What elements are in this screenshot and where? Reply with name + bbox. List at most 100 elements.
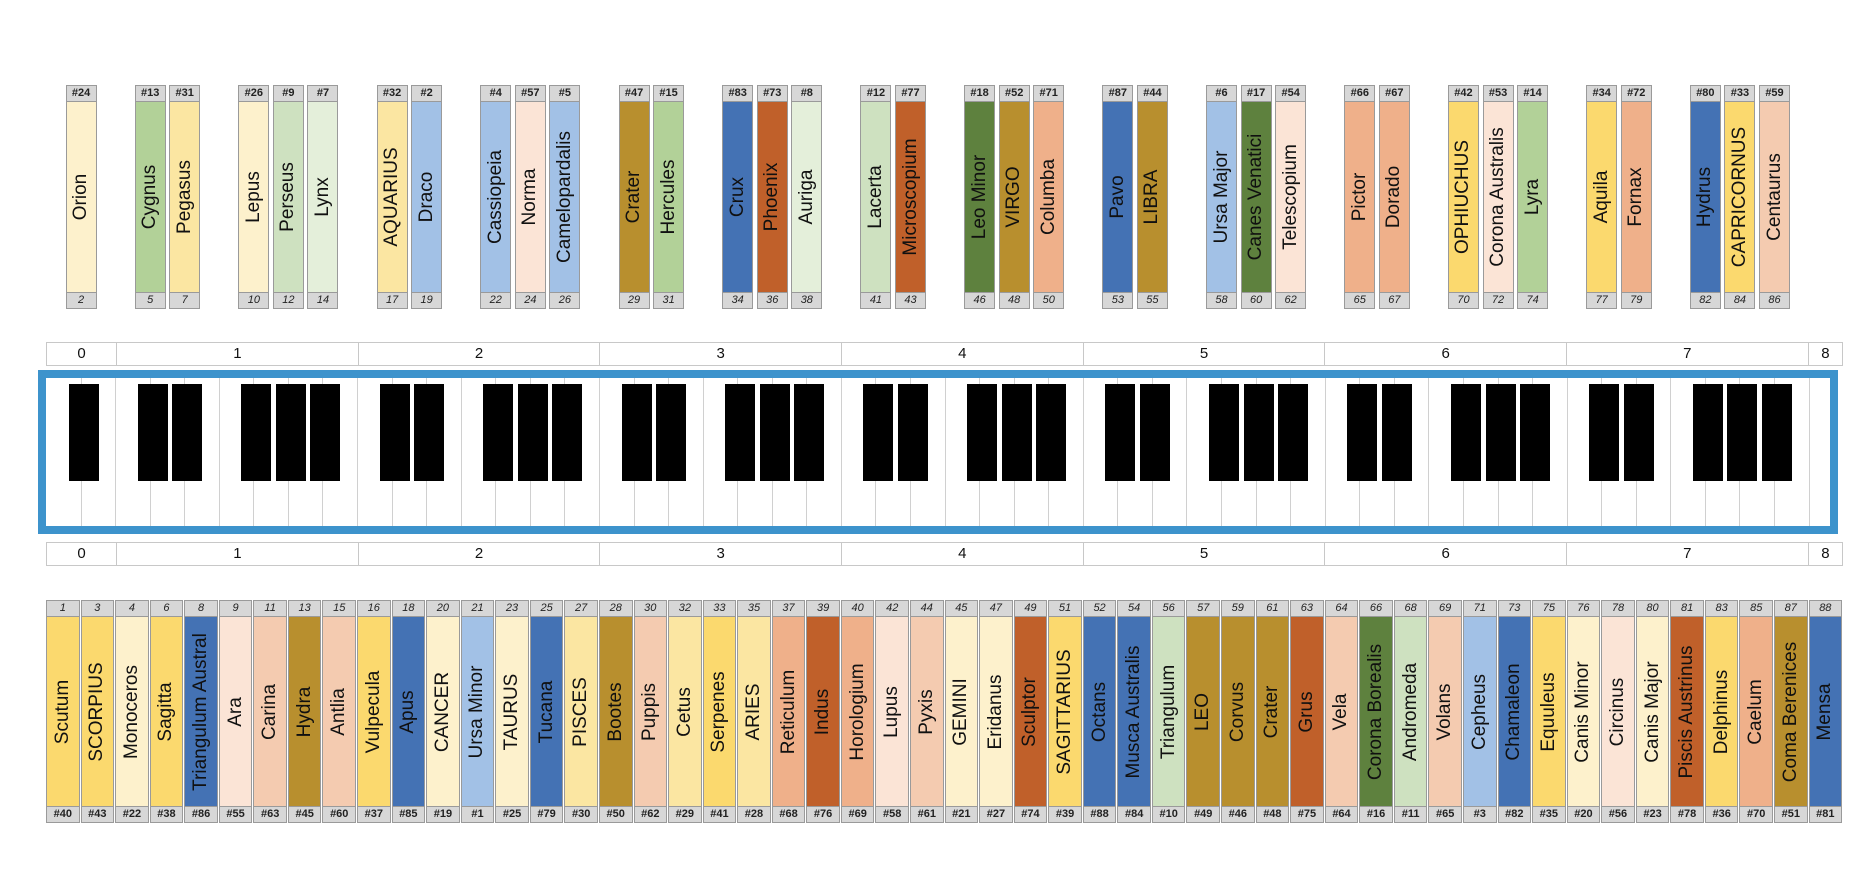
black-key[interactable] (275, 384, 306, 481)
white-key[interactable] (1808, 378, 1844, 526)
black-key[interactable] (1520, 384, 1551, 481)
card-position: 2 (66, 292, 96, 308)
black-key[interactable] (379, 384, 410, 481)
card-id: #56 (1602, 806, 1634, 822)
card-position: 41 (861, 292, 891, 308)
card-id: #1 (461, 806, 494, 822)
white-key[interactable] (1670, 378, 1705, 526)
black-key[interactable] (1485, 384, 1516, 481)
black-key[interactable] (517, 384, 548, 481)
black-key[interactable] (1036, 384, 1067, 481)
white-key[interactable] (1082, 378, 1118, 526)
card-position: 35 (738, 601, 770, 617)
white-key[interactable] (115, 378, 150, 526)
white-key[interactable] (598, 378, 634, 526)
top-card: #57 Norma 24 (514, 85, 546, 309)
card-id: #55 (219, 806, 252, 822)
white-key[interactable] (840, 378, 876, 526)
black-key[interactable] (1105, 384, 1136, 481)
card-id: #7 (308, 86, 338, 102)
black-key[interactable] (1139, 384, 1170, 481)
card-name: Pegasus (173, 160, 195, 234)
black-key[interactable] (1347, 384, 1378, 481)
black-key[interactable] (172, 384, 203, 481)
bottom-card: 37 Reticulum #68 (771, 600, 806, 823)
card-position: 34 (723, 292, 753, 308)
black-key[interactable] (1001, 384, 1032, 481)
card-id: #81 (1809, 806, 1842, 822)
card-id: #76 (807, 806, 839, 822)
card-id: #58 (876, 806, 908, 822)
card-name: Sagitta (155, 681, 177, 742)
card-name: Triangulum Austral (190, 632, 211, 791)
bottom-card: 87 Coma Berenices #51 (1774, 600, 1808, 823)
card-id: #86 (185, 806, 217, 822)
card-id: #19 (427, 806, 459, 822)
black-key[interactable] (1692, 384, 1723, 481)
card-name: Musca Australis (1123, 644, 1145, 779)
card-id: #49 (1187, 806, 1220, 822)
black-key[interactable] (1209, 384, 1240, 481)
card-position: 66 (1360, 601, 1392, 617)
card-id: #62 (634, 806, 667, 822)
piano-keyboard (38, 370, 1838, 534)
card-position: 70 (1448, 292, 1478, 308)
bottom-card: 16 Vulpecula #37 (357, 600, 391, 823)
card-name: Serpenes (708, 670, 730, 753)
black-key[interactable] (1243, 384, 1274, 481)
card-name: Hydra (293, 686, 315, 737)
white-key[interactable] (460, 378, 496, 526)
card-name: Monoceros (120, 664, 142, 759)
black-key[interactable] (1381, 384, 1412, 481)
card-position: 10 (239, 292, 269, 308)
black-key[interactable] (552, 384, 583, 481)
black-key[interactable] (621, 384, 652, 481)
white-key[interactable] (357, 378, 392, 526)
black-key[interactable] (1450, 384, 1481, 481)
bottom-card: 40 Horologium #69 (840, 600, 875, 823)
white-key[interactable] (1566, 378, 1602, 526)
white-key[interactable] (944, 378, 980, 526)
card-name: Grus (1295, 690, 1317, 733)
card-id: #70 (1740, 806, 1772, 822)
black-key[interactable] (483, 384, 514, 481)
bottom-card: 63 Grus #75 (1290, 600, 1324, 823)
card-name: Hydrus (1694, 166, 1716, 228)
black-key[interactable] (1727, 384, 1758, 481)
card-position: 81 (1671, 601, 1703, 617)
black-key[interactable] (863, 384, 894, 481)
black-key[interactable] (414, 384, 445, 481)
black-key[interactable] (68, 384, 99, 481)
black-key[interactable] (241, 384, 272, 481)
card-position: 61 (1256, 601, 1289, 617)
card-name: Lepus (242, 171, 264, 223)
card-position: 11 (254, 601, 286, 617)
card-position: 4 (116, 601, 148, 617)
bottom-card: 4 Monoceros #22 (115, 600, 149, 823)
octave-label: 8 (1807, 543, 1843, 565)
card-name: Vela (1330, 693, 1352, 730)
black-key[interactable] (794, 384, 825, 481)
black-key[interactable] (1762, 384, 1792, 481)
black-key[interactable] (1589, 384, 1620, 481)
top-card: #13 Cygnus 5 (134, 85, 166, 309)
bottom-card: 85 Caelum #70 (1739, 600, 1773, 823)
black-key[interactable] (898, 384, 928, 481)
white-key[interactable] (702, 378, 738, 526)
white-key[interactable] (218, 378, 254, 526)
black-key[interactable] (137, 384, 168, 481)
card-position: 5 (135, 292, 165, 308)
black-key[interactable] (759, 384, 790, 481)
black-key[interactable] (725, 384, 756, 481)
white-key[interactable] (1324, 378, 1360, 526)
white-key[interactable] (1428, 378, 1463, 526)
black-key[interactable] (656, 384, 687, 481)
black-key[interactable] (1278, 384, 1309, 481)
black-key[interactable] (1623, 384, 1654, 481)
top-card: #66 Pictor 65 (1344, 85, 1376, 309)
card-position: 50 (1034, 292, 1064, 308)
black-key[interactable] (310, 384, 341, 481)
black-key[interactable] (967, 384, 998, 481)
white-key[interactable] (1186, 378, 1221, 526)
card-id: #54 (1276, 86, 1306, 102)
